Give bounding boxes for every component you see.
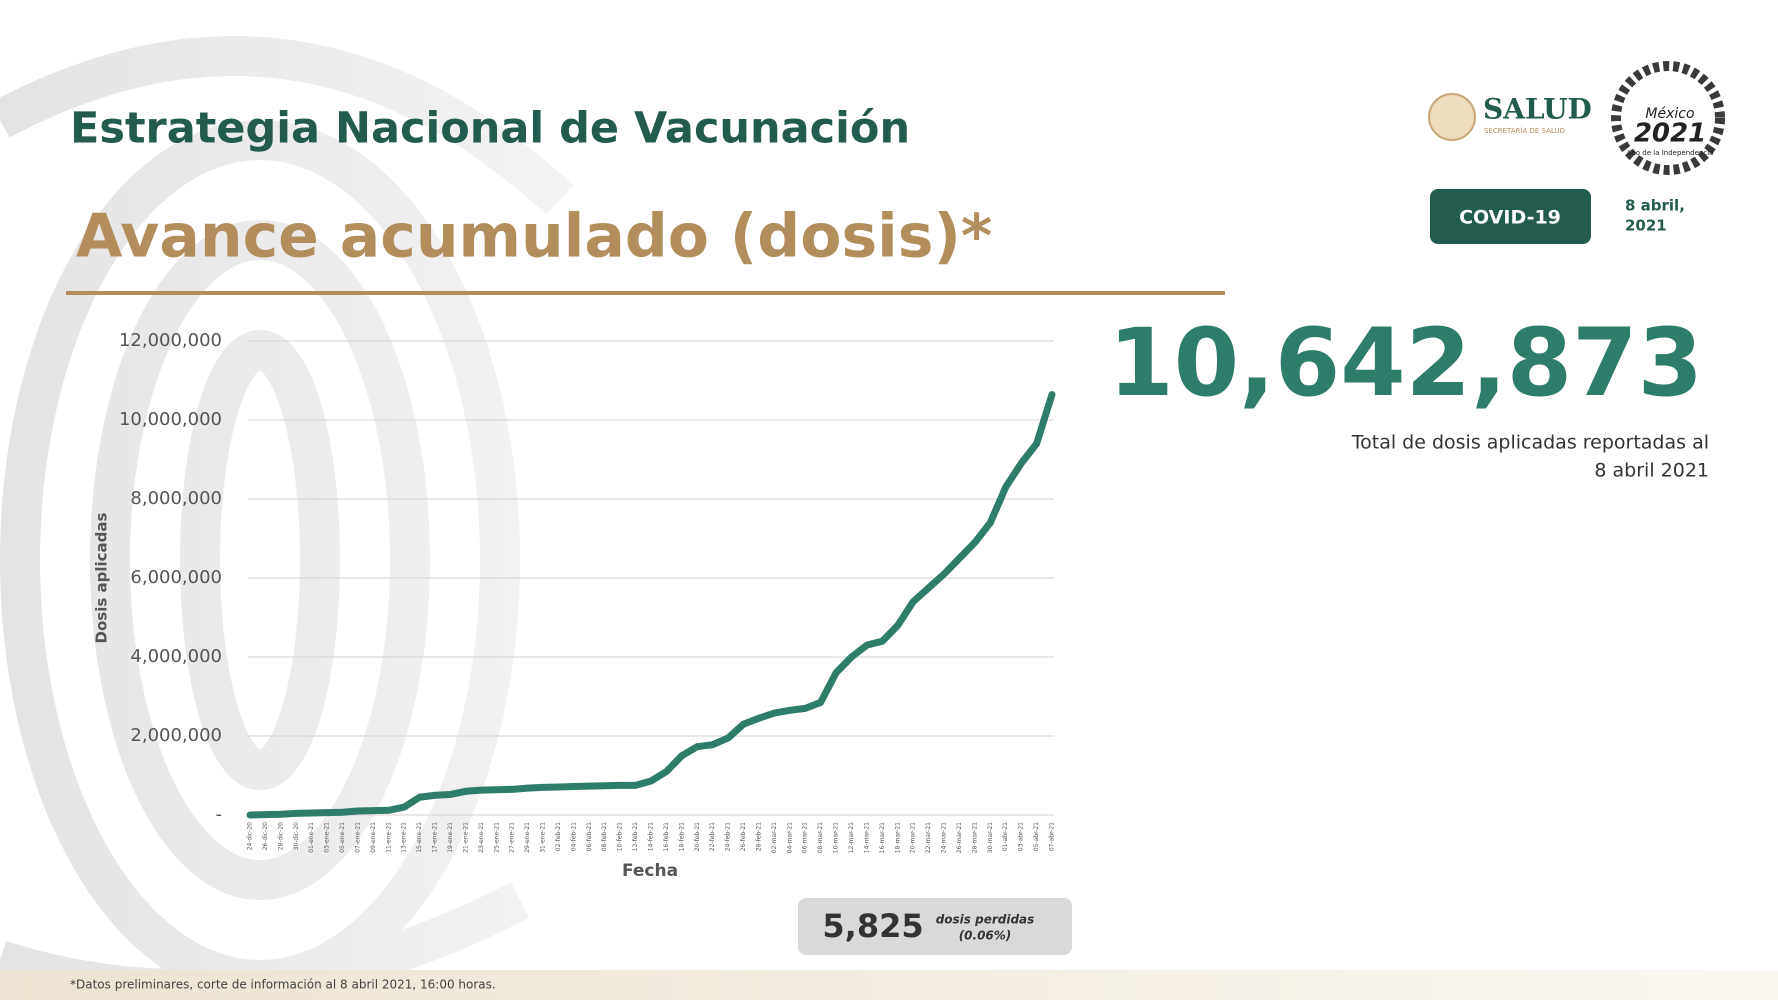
x-tick-label: 15-ene-21 [416,822,423,853]
logo-salud: SALUD SECRETARÍA DE SALUD [1428,93,1592,141]
x-tick-label: 06-feb-21 [586,822,593,851]
x-tick-label: 05-ene-21 [339,822,346,853]
x-axis-title: Fecha [622,861,678,881]
title: Estrategia Nacional de Vacunación [70,104,910,154]
kpi-caption: Total de dosis aplicadas reportadas al [1351,432,1709,454]
x-tick-label: 07-abr-21 [1049,822,1056,851]
x-tick-label: 24-mar-21 [941,822,948,853]
x-tick-label: 13-ene-21 [401,822,408,853]
x-tick-label: 30-dic-20 [293,822,300,851]
logo-mexico: México [1645,106,1694,122]
x-tick-label: 01-ene-21 [308,822,315,853]
x-tick-label: 06-mar-21 [802,822,809,853]
x-tick-label: 09-ene-21 [370,822,377,853]
x-tick-label: 10-mar-21 [833,822,840,853]
x-tick-label: 08-feb-21 [601,822,608,851]
x-tick-label: 03-ene-21 [324,822,331,853]
x-tick-label: 26-dic-20 [262,822,269,851]
date-line: 8 abril, [1625,197,1685,215]
x-tick-label: 05-abr-21 [1033,822,1040,851]
date-line: 2021 [1625,217,1667,235]
logo-mexico-2021: México 2021 Año de la Independencia [1611,61,1725,175]
x-tick-label: 25-ene-21 [493,822,500,853]
x-tick-label: 08-mar-21 [817,822,824,853]
x-tick-label: 27-ene-21 [509,822,516,853]
x-tick-label: 01-abr-21 [1002,822,1009,851]
x-tick-label: 26-feb-21 [740,822,747,851]
x-tick-label: 03-abr-21 [1018,822,1025,851]
logo-year: 2021 [1634,119,1706,149]
x-tick-label: 12-mar-21 [848,822,855,853]
x-tick-label: 26-mar-21 [956,822,963,853]
logo-salud-text: SALUD [1483,93,1592,126]
logo-motto: Año de la Independencia [1627,149,1714,157]
x-tick-label: 11-ene-21 [385,822,392,853]
x-tick-label: 14-mar-21 [863,822,870,853]
x-tick-label: 21-ene-21 [462,822,469,853]
x-tick-label: 22-mar-21 [925,822,932,853]
logo-salud-sub: SECRETARÍA DE SALUD [1484,126,1565,135]
x-tick-label: 07-ene-21 [354,822,361,853]
lost-box [798,898,1072,955]
x-tick-label: 28-dic-20 [277,822,284,851]
x-tick-label: 31-ene-21 [540,822,547,853]
x-tick-label: 28-feb-21 [755,822,762,851]
lost-share: (0.06%) [959,929,1012,943]
x-tick-label: 30-mar-21 [987,822,994,853]
x-tick-label: 14-feb-21 [648,822,655,851]
y-tick-label: 12,000,000 [119,330,222,351]
x-tick-label: 20-feb-21 [694,822,701,851]
y-tick-label: 10,000,000 [119,409,222,430]
x-tick-label: 24-feb-21 [725,822,732,851]
y-axis-title: Dosis aplicadas [93,512,111,643]
x-tick-label: 16-feb-21 [663,822,670,851]
covid-badge-text: COVID-19 [1459,207,1561,229]
x-tick-label: 02-feb-21 [555,822,562,851]
y-tick-label: 4,000,000 [130,646,222,667]
x-tick-label: 19-ene-21 [447,822,454,853]
x-tick-label: 18-feb-21 [678,822,685,851]
footer-note: *Datos preliminares, corte de informació… [70,978,496,992]
x-tick-label: 18-mar-21 [894,822,901,853]
x-tick-label: 20-mar-21 [910,822,917,853]
x-tick-label: 28-mar-21 [971,822,978,853]
kpi-total: 10,642,873 [1108,309,1703,418]
data-line [246,391,1056,819]
x-tick-label: 29-ene-21 [524,822,531,853]
covid-badge [1430,189,1591,244]
x-tick-label: 24-dic-20 [247,822,254,851]
x-tick-label: 16-mar-21 [879,822,886,853]
plot: - 2,000,000 4,000,000 6,000,000 8,000,000 10,… [119,330,1056,853]
y-tick-label: 6,000,000 [130,567,222,588]
footer-band [0,970,1778,1000]
lost-value: 5,825 [822,907,923,945]
x-tick-label: 12-feb-21 [632,822,639,851]
x-tick-label: 22-feb-21 [709,822,716,851]
lost-label: dosis perdidas [936,913,1035,927]
x-tick-label: 04-feb-21 [570,822,577,851]
kpi-caption: 8 abril 2021 [1594,460,1709,482]
subtitle: Avance acumulado (dosis)* [76,202,992,272]
pattern-fade [0,0,1000,1000]
y-tick-label: 2,000,000 [130,725,222,746]
x-tick-label: 17-ene-21 [432,822,439,853]
x-tick-label: 23-ene-21 [478,822,485,853]
x-tick-label: 02-mar-21 [771,822,778,853]
y-tick-label: 8,000,000 [130,488,222,509]
x-tick-label: 10-feb-21 [617,822,624,851]
x-tick-label: 04-mar-21 [786,822,793,853]
y-tick-label: - [216,804,223,825]
